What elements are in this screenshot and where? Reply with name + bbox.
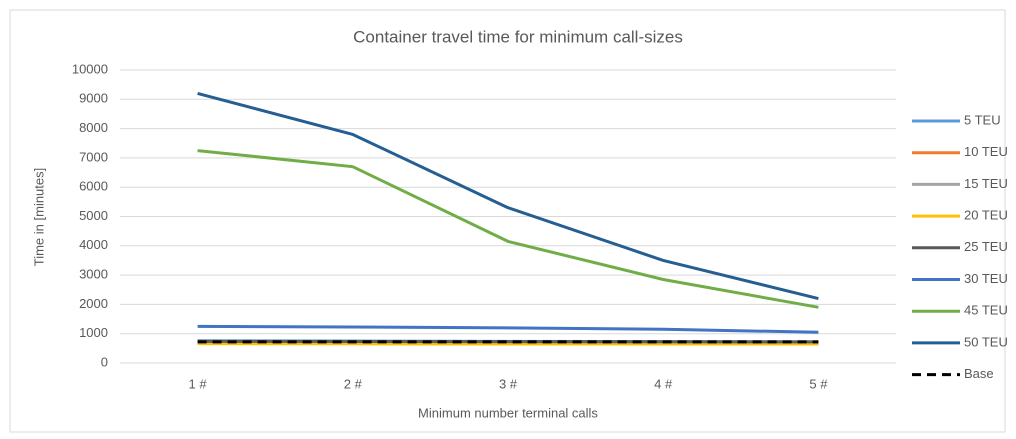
legend-label: 15 TEU (964, 176, 1008, 191)
y-tick-label: 3000 (79, 267, 108, 282)
legend-label: Base (964, 366, 994, 381)
legend-label: 45 TEU (964, 303, 1008, 318)
y-tick-label: 6000 (79, 179, 108, 194)
x-axis-label: Minimum number terminal calls (418, 405, 598, 420)
series-line (197, 149, 819, 309)
legend-label: 30 TEU (964, 271, 1008, 286)
chart-border (9, 9, 1006, 433)
y-tick-label: 1000 (79, 325, 108, 340)
legend-label: 50 TEU (964, 334, 1008, 349)
y-tick-label: 0 (101, 354, 108, 369)
y-tick-label: 8000 (79, 120, 108, 135)
y-tick-label: 2000 (79, 296, 108, 311)
legend-label: 5 TEU (964, 112, 1001, 127)
x-tick-label: 2 # (344, 376, 363, 391)
series-line (197, 324, 819, 334)
legend-label: 25 TEU (964, 239, 1008, 254)
legend-label: 20 TEU (964, 208, 1008, 223)
y-tick-label: 7000 (79, 149, 108, 164)
chart-title: Container travel time for minimum call-s… (353, 27, 683, 46)
x-tick-label: 3 # (499, 376, 518, 391)
y-tick-label: 9000 (79, 91, 108, 106)
y-axis-label: Time in [minutes] (31, 168, 46, 267)
x-tick-label: 4 # (654, 376, 673, 391)
x-tick-label: 5 # (809, 376, 828, 391)
y-tick-label: 4000 (79, 237, 108, 252)
y-tick-label: 10000 (72, 61, 108, 76)
y-tick-label: 5000 (79, 208, 108, 223)
series-line (197, 91, 819, 300)
legend-label: 10 TEU (964, 144, 1008, 159)
x-tick-label: 1 # (189, 376, 208, 391)
